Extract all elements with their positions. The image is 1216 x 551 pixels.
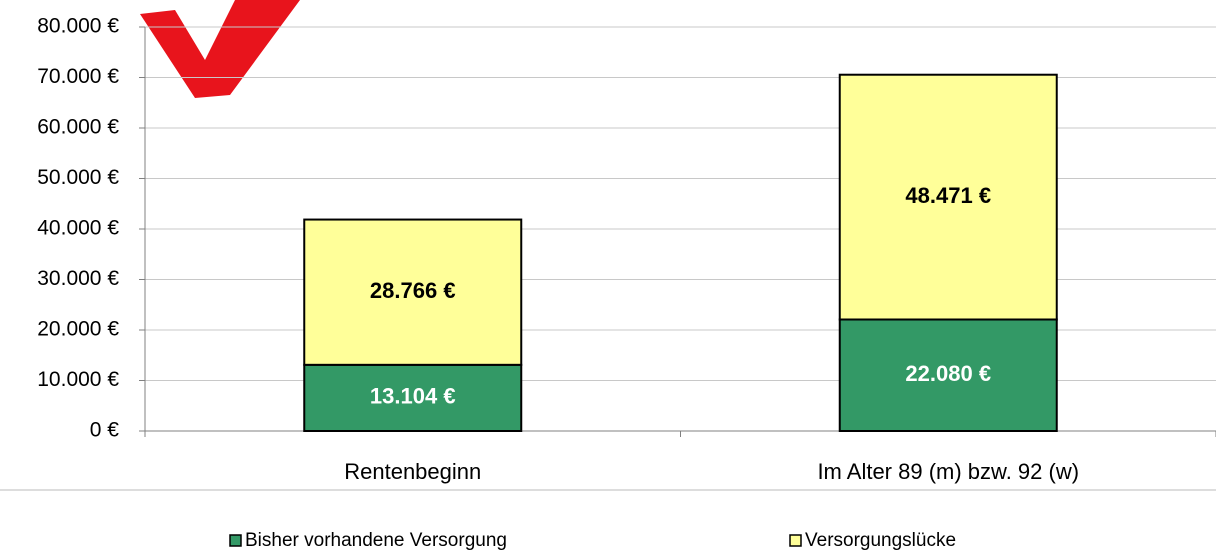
x-tick-label: Im Alter 89 (m) bzw. 92 (w) bbox=[817, 459, 1079, 484]
y-tick-label: 30.000 € bbox=[37, 267, 119, 290]
y-tick-label: 0 € bbox=[90, 419, 120, 442]
data-label: 48.471 € bbox=[905, 183, 991, 208]
data-label: 13.104 € bbox=[370, 384, 456, 409]
legend-swatch bbox=[790, 535, 801, 546]
red-mark bbox=[140, 0, 300, 98]
y-tick-label: 50.000 € bbox=[37, 166, 119, 189]
x-tick-label: Rentenbeginn bbox=[344, 459, 481, 484]
data-label: 22.080 € bbox=[905, 361, 991, 386]
y-tick-label: 80.000 € bbox=[37, 15, 119, 38]
chart: 0 € 10.000 € 20.000 € 30.000 € 40.000 € 50.00… bbox=[0, 0, 1216, 551]
legend-label: Versorgungslücke bbox=[805, 530, 956, 551]
y-tick-label: 10.000 € bbox=[37, 368, 119, 391]
y-tick-label: 40.000 € bbox=[37, 217, 119, 240]
data-label: 28.766 € bbox=[370, 278, 456, 303]
y-tick-label: 70.000 € bbox=[37, 65, 119, 88]
y-tick-label: 60.000 € bbox=[37, 116, 119, 139]
legend-label: Bisher vorhandene Versorgung bbox=[245, 530, 507, 551]
y-tick-label: 20.000 € bbox=[37, 318, 119, 341]
legend-swatch bbox=[230, 535, 241, 546]
